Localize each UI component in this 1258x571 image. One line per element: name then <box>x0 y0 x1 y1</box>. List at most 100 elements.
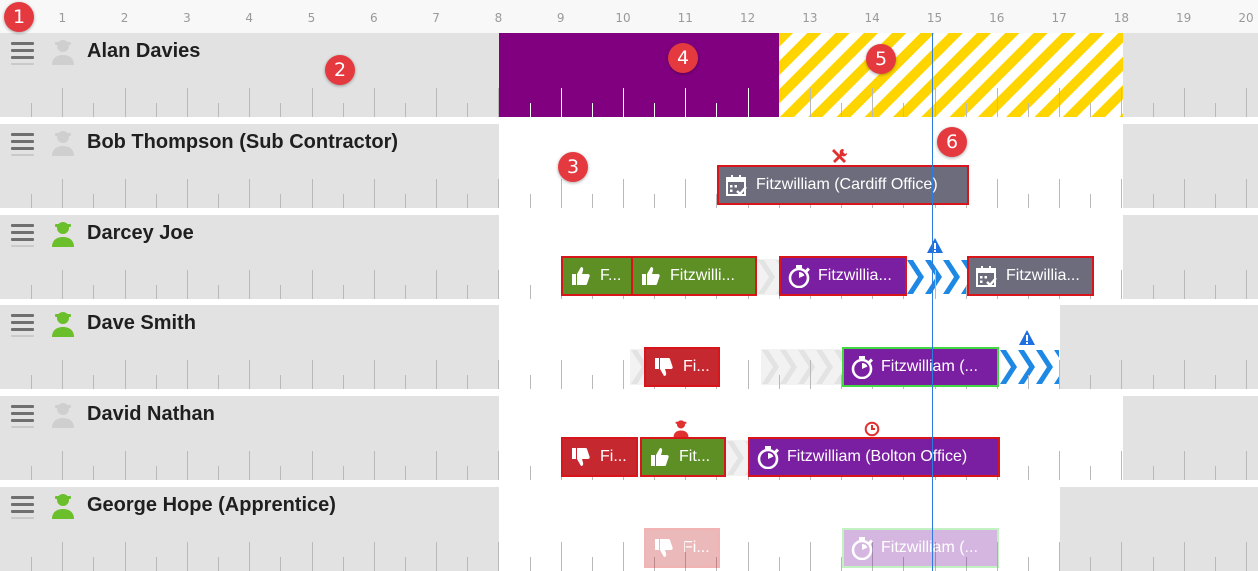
time-tick <box>1184 270 1185 299</box>
job-label: Fitzwilliam (Bolton Office) <box>787 448 968 465</box>
time-tick <box>280 194 281 208</box>
time-tick <box>218 285 219 299</box>
job-bar[interactable]: Fitzwilliam (... <box>842 528 999 568</box>
travel-time-indicator <box>761 349 843 385</box>
job-bar[interactable]: Fi... <box>644 347 720 387</box>
row-menu-icon[interactable] <box>11 224 34 247</box>
job-bar[interactable]: Fit... <box>640 437 726 477</box>
hour-label: 3 <box>183 11 191 25</box>
time-tick <box>249 542 250 571</box>
callout-badge: 6 <box>937 127 967 157</box>
row-menu-icon[interactable] <box>11 405 34 428</box>
hour-label: 20 <box>1238 11 1254 25</box>
job-label: Fitzwilli... <box>670 267 735 284</box>
time-tick <box>1153 375 1154 389</box>
time-tick <box>31 194 32 208</box>
absence-block[interactable] <box>499 33 779 117</box>
calendar-check-icon <box>975 264 998 287</box>
time-tick <box>1215 194 1216 208</box>
time-tick <box>312 88 313 117</box>
time-tick <box>280 466 281 480</box>
hatched-unavailable-block[interactable] <box>779 33 1123 117</box>
job-bar[interactable]: Fitzwilli... <box>631 256 757 296</box>
hour-label: 11 <box>677 11 693 25</box>
time-tick <box>1153 194 1154 208</box>
time-tick <box>1215 285 1216 299</box>
hour-label: 4 <box>245 11 253 25</box>
time-tick <box>1215 103 1216 117</box>
job-label: Fitzwilliam (Cardiff Office) <box>756 176 938 193</box>
person-red-icon <box>673 420 689 438</box>
hour-label: 10 <box>615 11 631 25</box>
job-label: Fi... <box>600 448 627 465</box>
callout-badge: 4 <box>668 43 698 73</box>
row-menu-icon[interactable] <box>11 42 34 65</box>
resource-name[interactable]: Bob Thompson (Sub Contractor) <box>87 131 399 153</box>
calendar-check-icon <box>725 173 748 196</box>
time-tick <box>1184 88 1185 117</box>
job-bar[interactable]: Fi... <box>561 437 638 477</box>
callout-badge: 3 <box>558 152 588 182</box>
time-tick <box>62 179 63 208</box>
time-tick <box>374 88 375 117</box>
job-bar[interactable]: Fi... <box>644 528 720 568</box>
row-menu-icon[interactable] <box>11 314 34 337</box>
time-tick <box>156 285 157 299</box>
time-tick <box>62 360 63 389</box>
resource-name[interactable]: Dave Smith <box>87 312 196 334</box>
time-tick <box>93 466 94 480</box>
overtime-indicator <box>906 259 967 295</box>
time-tick <box>187 542 188 571</box>
row-menu-icon[interactable] <box>11 496 34 519</box>
hour-label: 5 <box>307 11 316 25</box>
time-tick <box>343 194 344 208</box>
resource-name[interactable]: George Hope (Apprentice) <box>87 494 336 516</box>
job-bar[interactable]: Fitzwilliam (Cardiff Office) <box>717 165 969 205</box>
stopwatch-icon <box>851 355 874 379</box>
time-tick <box>218 194 219 208</box>
time-tick <box>125 179 126 208</box>
resource-name[interactable]: Alan Davies <box>87 40 201 62</box>
time-tick <box>374 360 375 389</box>
job-bar[interactable]: Fitzwilliam (... <box>842 347 999 387</box>
time-tick <box>1184 542 1185 571</box>
time-tick <box>93 194 94 208</box>
time-tick <box>125 451 126 480</box>
time-tick <box>1246 179 1247 208</box>
resource-row: George Hope (Apprentice) Fi... Fitzwilli… <box>0 487 1258 571</box>
hour-label: 14 <box>864 11 880 25</box>
callout-badge: 2 <box>325 55 355 85</box>
time-tick <box>405 557 406 571</box>
resource-name[interactable]: Darcey Joe <box>87 222 194 244</box>
time-tick <box>343 466 344 480</box>
time-tick <box>280 103 281 117</box>
time-tick <box>1246 360 1247 389</box>
hour-label: 8 <box>494 11 503 25</box>
time-tick <box>343 285 344 299</box>
time-tick <box>374 451 375 480</box>
time-tick <box>405 194 406 208</box>
tools-icon <box>832 149 847 163</box>
time-tick <box>187 179 188 208</box>
time-tick <box>31 557 32 571</box>
job-bar[interactable]: F... <box>561 256 633 296</box>
job-bar[interactable]: Fitzwillia... <box>967 256 1094 296</box>
person-grey-icon <box>52 131 74 156</box>
person-green-icon <box>52 312 74 337</box>
warning-icon <box>1019 330 1035 345</box>
hour-label: 12 <box>739 11 756 25</box>
job-bar[interactable]: Fitzwillia... <box>779 256 907 296</box>
time-tick <box>156 103 157 117</box>
job-label: Fi... <box>683 539 710 556</box>
time-tick <box>1215 375 1216 389</box>
row-menu-icon[interactable] <box>11 133 34 156</box>
time-tick <box>62 542 63 571</box>
job-bar[interactable]: Fitzwilliam (Bolton Office) <box>748 437 1000 477</box>
resource-name[interactable]: David Nathan <box>87 403 215 425</box>
time-tick <box>467 466 468 480</box>
hour-label: 18 <box>1113 11 1130 25</box>
job-label: Fitzwillia... <box>818 267 892 284</box>
time-tick <box>1153 103 1154 117</box>
time-tick <box>280 557 281 571</box>
time-tick <box>1153 285 1154 299</box>
